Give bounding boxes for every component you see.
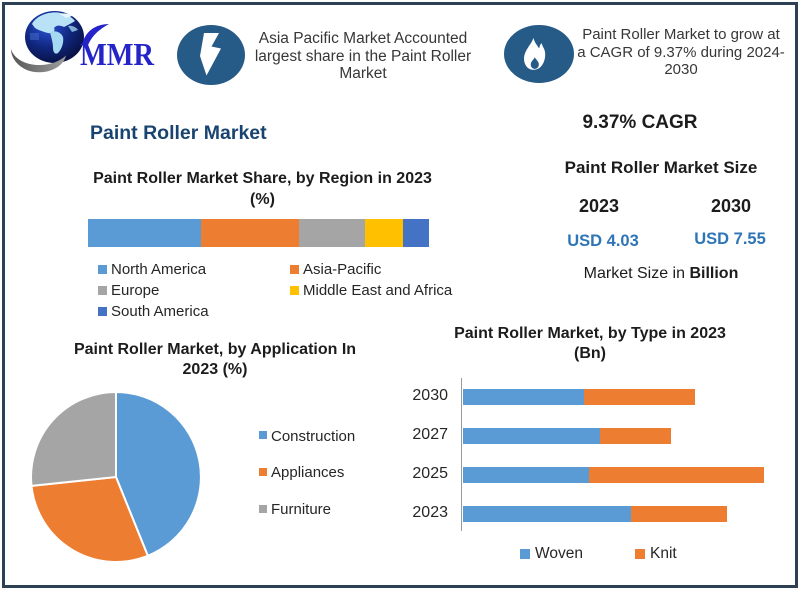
svg-text:MMR: MMR [80, 36, 155, 72]
